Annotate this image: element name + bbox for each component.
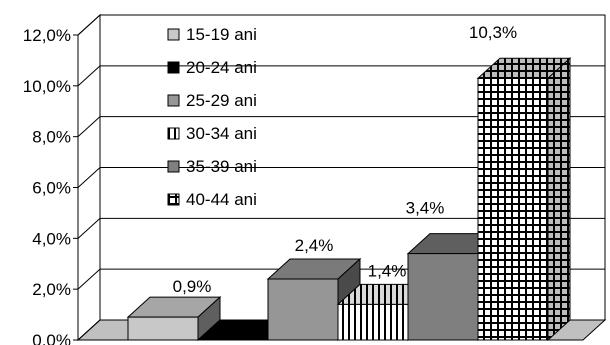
legend-label: 25-29 ani: [186, 91, 257, 110]
legend-label: 15-19 ani: [186, 25, 257, 44]
gridline-side: [77, 268, 101, 290]
bar: [127, 316, 199, 341]
gridline-side: [77, 319, 101, 341]
bar: [267, 278, 339, 341]
legend-label: 40-44 ani: [186, 190, 257, 209]
data-label: 1,4%: [368, 261, 407, 280]
legend: 15-19 ani 20-24 ani 25-29 ani 30-34 ani 35-3…: [167, 25, 257, 209]
y-tick-label: 8,0%: [32, 128, 71, 147]
y-tick-label: 4,0%: [32, 229, 71, 248]
data-label: 2,4%: [295, 236, 334, 255]
data-label: 10,3%: [469, 23, 517, 42]
y-tick-label: 0,0%: [32, 331, 71, 345]
legend-swatch: [167, 160, 180, 173]
data-label: 0,9%: [173, 277, 212, 296]
gridline-side: [77, 14, 101, 36]
legend-label: 30-34 ani: [186, 124, 257, 143]
legend-swatch: [167, 127, 180, 140]
data-label: 3,4%: [406, 199, 445, 218]
legend-item: 15-19 ani: [167, 25, 257, 44]
gridline-side: [77, 116, 101, 138]
bar: [407, 253, 479, 341]
legend-item: 40-44 ani: [167, 190, 257, 209]
bar-side: [547, 57, 571, 342]
y-tick-label: 6,0%: [32, 179, 71, 198]
legend-swatch: [167, 61, 180, 74]
legend-swatch: [167, 28, 180, 41]
bar: [337, 303, 409, 341]
y-tick-label: 2,0%: [32, 280, 71, 299]
legend-swatch: [167, 94, 180, 107]
bar: [477, 77, 549, 341]
gridline-side: [77, 217, 101, 239]
legend-label: 35-39 ani: [186, 157, 257, 176]
legend-item: 30-34 ani: [167, 124, 257, 143]
gridline-side: [77, 167, 101, 188]
legend-item: 20-24 ani: [167, 58, 257, 77]
legend-item: 35-39 ani: [167, 157, 257, 176]
legend-label: 20-24 ani: [186, 58, 257, 77]
legend-swatch: [167, 193, 180, 206]
y-tick-label: 10,0%: [23, 77, 71, 96]
y-tick-label: 12,0%: [23, 26, 71, 45]
legend-item: 25-29 ani: [167, 91, 257, 110]
gridline-side: [77, 65, 101, 87]
